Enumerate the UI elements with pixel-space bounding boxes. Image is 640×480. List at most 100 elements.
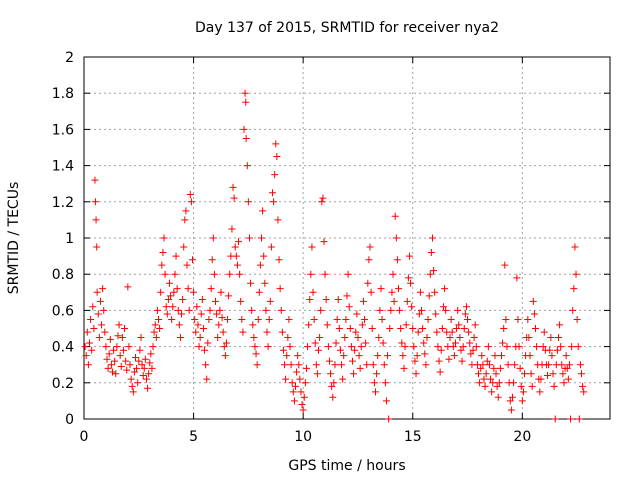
- data-point: [110, 346, 118, 354]
- data-point: [441, 285, 449, 293]
- data-point: [485, 361, 493, 369]
- data-point: [346, 325, 354, 332]
- y-tick-label: 1.8: [52, 86, 74, 102]
- data-point: [160, 234, 168, 242]
- data-point: [335, 325, 343, 332]
- x-tick-label: 0: [80, 429, 89, 445]
- data-point: [312, 361, 320, 369]
- data-point: [92, 216, 100, 224]
- data-point: [96, 297, 104, 305]
- data-point: [267, 243, 275, 251]
- data-point: [457, 346, 465, 354]
- data-point: [395, 285, 403, 293]
- data-point: [503, 343, 511, 351]
- data-point: [483, 357, 491, 365]
- data-point: [387, 306, 395, 314]
- data-point: [370, 379, 378, 387]
- data-point: [413, 352, 421, 360]
- data-point: [466, 339, 474, 347]
- data-point: [262, 306, 270, 314]
- data-point: [142, 375, 150, 383]
- data-point: [291, 382, 299, 390]
- y-tick-label: 1.2: [52, 195, 74, 211]
- data-point: [336, 346, 344, 354]
- data-point: [157, 288, 165, 296]
- data-point: [375, 334, 383, 342]
- data-point: [525, 334, 533, 342]
- data-point: [308, 243, 316, 251]
- data-point: [574, 343, 582, 351]
- data-point: [115, 321, 123, 329]
- data-point: [464, 315, 472, 323]
- data-point: [317, 306, 325, 314]
- data-point: [127, 375, 135, 383]
- data-point: [252, 350, 260, 358]
- data-point: [359, 297, 367, 305]
- data-point: [239, 328, 247, 336]
- data-point: [148, 364, 156, 372]
- data-point: [447, 315, 455, 323]
- data-point: [368, 325, 376, 332]
- data-point: [454, 306, 462, 314]
- x-tick-label: 5: [189, 429, 198, 445]
- data-point: [391, 212, 399, 220]
- data-point: [386, 325, 394, 332]
- data-point: [150, 328, 158, 336]
- data-point: [330, 379, 338, 387]
- data-point: [185, 306, 193, 314]
- data-point: [388, 288, 396, 296]
- data-point: [496, 364, 504, 372]
- data-point: [418, 306, 426, 314]
- data-point: [498, 352, 506, 360]
- data-point: [563, 364, 571, 372]
- data-point: [569, 306, 577, 314]
- data-point: [557, 343, 565, 351]
- data-point: [259, 207, 267, 215]
- x-tick-label: 20: [513, 429, 531, 445]
- data-point: [382, 397, 390, 405]
- data-point: [171, 270, 179, 278]
- data-point: [134, 379, 142, 387]
- data-point: [167, 292, 175, 300]
- data-point: [334, 296, 342, 304]
- data-point: [265, 315, 273, 323]
- y-axis-label: SRMTID / TECUs: [6, 182, 22, 295]
- data-point: [358, 321, 366, 329]
- data-point: [117, 363, 125, 371]
- data-points: [81, 89, 588, 423]
- data-point: [210, 270, 218, 278]
- data-point: [212, 297, 219, 305]
- data-point: [194, 321, 202, 329]
- data-point: [179, 296, 187, 304]
- data-point: [528, 382, 536, 390]
- data-point: [342, 315, 350, 323]
- data-point: [83, 328, 91, 336]
- data-point: [95, 334, 103, 342]
- data-point: [427, 248, 435, 256]
- data-point: [373, 370, 381, 378]
- data-point: [540, 328, 548, 336]
- data-point: [549, 370, 557, 378]
- data-point: [102, 343, 110, 351]
- data-point: [197, 310, 205, 318]
- data-point: [341, 334, 349, 342]
- data-point: [295, 361, 303, 369]
- data-point: [460, 325, 468, 332]
- data-point: [319, 194, 327, 202]
- y-tick-label: 0.6: [52, 303, 74, 319]
- data-point: [507, 406, 515, 414]
- data-point: [499, 339, 507, 347]
- data-point: [306, 296, 314, 304]
- data-point: [381, 379, 389, 387]
- data-point: [471, 321, 479, 329]
- y-tick-label: 0: [65, 412, 74, 428]
- data-point: [516, 364, 524, 372]
- data-point: [514, 315, 522, 323]
- data-point: [442, 306, 450, 314]
- data-point: [488, 388, 496, 396]
- data-point: [564, 375, 572, 383]
- data-point: [133, 364, 141, 372]
- data-point: [90, 325, 98, 332]
- data-point: [284, 334, 292, 342]
- data-point: [178, 310, 186, 318]
